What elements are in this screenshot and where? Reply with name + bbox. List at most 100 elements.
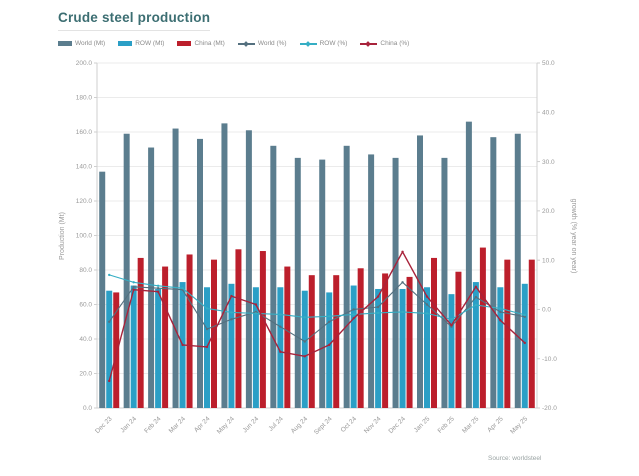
left-tick-label: 20.0 <box>79 371 92 378</box>
bar-row-mt-mar-25 <box>472 282 479 408</box>
marker-row-nov-24 <box>376 311 380 315</box>
legend-label: China (%) <box>380 40 410 47</box>
bar-china-mt-may-24 <box>235 249 242 408</box>
x-tick-label-jun-24: Jun 24 <box>242 415 261 434</box>
left-tick-label: 40.0 <box>79 336 92 343</box>
bar-world-mt-feb-25 <box>441 157 448 408</box>
right-tick-label: 40.0 <box>542 109 555 116</box>
marker-row-oct-24 <box>352 313 355 316</box>
marker-world-dec-23 <box>108 320 111 323</box>
x-tick-label-may-25: May 25 <box>509 415 529 435</box>
x-tick-label-jan-24: Jan 24 <box>119 415 138 434</box>
bar-china-mt-dec-24 <box>406 276 413 408</box>
legend-item-china[interactable]: China (%) <box>360 40 409 47</box>
marker-row-may-24 <box>230 311 233 314</box>
marker-china-jun-24 <box>254 303 258 306</box>
marker-china-jul-24 <box>279 350 282 353</box>
marker-row-may-25 <box>523 313 526 317</box>
x-tick-label-oct-24: Oct 24 <box>340 415 359 434</box>
legend-item-world-mt[interactable]: World (Mt) <box>58 40 105 47</box>
marker-row-jul-24 <box>279 313 282 316</box>
marker-china-jan-25 <box>425 295 429 298</box>
marker-china-jan-24 <box>132 288 135 291</box>
bar-china-mt-jun-24 <box>259 251 266 408</box>
right-tick-label: -20.0 <box>542 405 557 412</box>
legend-label: World (Mt) <box>75 40 106 47</box>
marker-row-jun-24 <box>254 312 258 315</box>
legend-item-world[interactable]: World (%) <box>237 40 287 47</box>
legend-line-swatch-icon <box>299 40 317 47</box>
marker-china-nov-24 <box>376 295 380 298</box>
bar-china-mt-sept-24 <box>333 275 340 408</box>
x-tick-label-feb-25: Feb 25 <box>437 415 457 435</box>
x-tick-label-mar-25: Mar 25 <box>461 415 481 435</box>
x-tick-label-apr-25: Apr 25 <box>486 415 505 434</box>
marker-china-mar-24 <box>181 343 184 347</box>
source-note: Source: worldsteel <box>488 455 542 462</box>
legend-label: World (%) <box>257 40 287 47</box>
x-tick-label-may-24: May 24 <box>216 415 236 435</box>
bar-row-mt-jan-24 <box>130 285 137 408</box>
marker-row-feb-25 <box>450 318 453 321</box>
bar-china-mt-dec-23 <box>113 292 120 408</box>
marker-world-may-25 <box>523 315 526 318</box>
marker-world-jul-24 <box>279 325 282 328</box>
marker-world-jan-24 <box>132 285 135 288</box>
left-tick-label: 140.0 <box>76 164 93 171</box>
marker-row-sept-24 <box>328 315 331 318</box>
bar-world-mt-sept-24 <box>319 159 326 408</box>
marker-world-sept-24 <box>328 320 331 323</box>
bar-world-mt-apr-25 <box>490 137 497 409</box>
marker-china-apr-25 <box>499 319 502 322</box>
marker-china-apr-24 <box>205 345 209 349</box>
legend-label: ROW (%) <box>319 40 348 47</box>
marker-row-mar-24 <box>181 287 184 290</box>
bar-world-mt-may-25 <box>514 133 521 408</box>
bar-world-mt-jun-24 <box>245 130 252 408</box>
x-tick-label-aug-24: Aug 24 <box>290 415 310 435</box>
legend-label: ROW (Mt) <box>135 40 165 47</box>
line-world <box>108 281 525 343</box>
right-tick-label: 0.0 <box>542 307 551 314</box>
marker-china-may-25 <box>523 341 526 345</box>
bar-row-mt-may-24 <box>228 283 235 408</box>
x-tick-label-jan-25: Jan 25 <box>413 415 432 434</box>
legend-item-row[interactable]: ROW (%) <box>299 40 348 47</box>
bar-row-mt-dec-24 <box>399 288 406 408</box>
marker-world-jan-25 <box>425 303 429 306</box>
bar-world-mt-mar-24 <box>172 128 179 409</box>
legend-item-china-mt[interactable]: China (Mt) <box>177 40 225 47</box>
bar-row-mt-sept-24 <box>326 292 333 408</box>
bar-china-mt-jan-25 <box>431 257 437 408</box>
x-tick-label-sept-24: Sept 24 <box>313 415 334 436</box>
bar-china-mt-aug-24 <box>308 275 315 408</box>
legend-line-swatch-icon <box>360 40 378 47</box>
right-tick-label: 30.0 <box>542 159 555 166</box>
bar-world-mt-jan-24 <box>123 133 130 408</box>
bar-world-mt-jan-25 <box>417 135 423 408</box>
marker-world-nov-24 <box>376 305 380 309</box>
marker-world-feb-24 <box>156 287 160 290</box>
legend-item-row-mt[interactable]: ROW (Mt) <box>118 40 164 47</box>
marker-china-oct-24 <box>352 317 355 320</box>
right-tick-label: 10.0 <box>542 257 555 264</box>
legend-bar-swatch-icon <box>58 41 72 46</box>
right-axis-title: growth (% year on year) <box>570 199 577 274</box>
left-tick-label: 160.0 <box>76 129 93 136</box>
bar-row-mt-apr-25 <box>497 287 504 408</box>
bar-china-mt-jan-24 <box>137 257 144 408</box>
bar-row-mt-aug-24 <box>301 290 308 408</box>
marker-row-apr-25 <box>499 307 502 310</box>
bar-row-mt-nov-24 <box>375 288 382 408</box>
marker-china-feb-25 <box>450 324 453 327</box>
bar-row-mt-jun-24 <box>252 287 259 408</box>
bar-world-mt-dec-24 <box>392 157 399 408</box>
chart-legend: World (Mt) ROW (Mt) China (Mt) World (%) ROW… <box>58 40 409 47</box>
left-tick-label: 0.0 <box>83 405 92 412</box>
marker-row-feb-24 <box>156 284 160 287</box>
left-tick-label: 80.0 <box>79 267 92 274</box>
marker-world-apr-24 <box>205 327 209 331</box>
bar-row-mt-oct-24 <box>350 285 357 408</box>
